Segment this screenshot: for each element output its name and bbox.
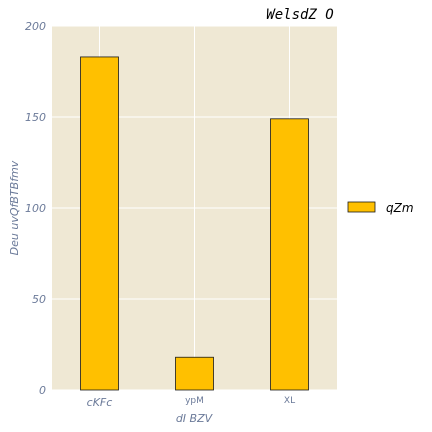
x-axis-label: dI BZV bbox=[176, 412, 214, 425]
legend-swatch bbox=[347, 201, 376, 213]
y-tick-label: 100 bbox=[25, 202, 46, 215]
x-tick-label-ypm: ypM bbox=[185, 396, 204, 406]
y-axis-label: Deu uvQfBTBfmv bbox=[8, 160, 21, 255]
legend: qZm bbox=[347, 201, 414, 215]
y-tick-labels: 0 50 100 150 200 bbox=[25, 20, 46, 397]
bar-ckfc bbox=[80, 56, 119, 391]
bar-ypm bbox=[175, 356, 214, 391]
y-tick-label: 0 bbox=[39, 384, 46, 397]
x-tick-labels: cKFc ypM XL bbox=[87, 396, 295, 409]
y-tick-label: 50 bbox=[32, 293, 46, 306]
chart-title: WelsdZ O bbox=[266, 7, 333, 23]
x-tick-label-ckfc: cKFc bbox=[87, 396, 113, 409]
y-tick-label: 200 bbox=[25, 20, 46, 33]
bar-xl bbox=[270, 118, 309, 391]
legend-label-qzm: qZm bbox=[386, 201, 414, 215]
y-tick-label: 150 bbox=[25, 111, 46, 124]
x-tick-label-xl: XL bbox=[284, 396, 295, 406]
bars bbox=[80, 56, 309, 391]
